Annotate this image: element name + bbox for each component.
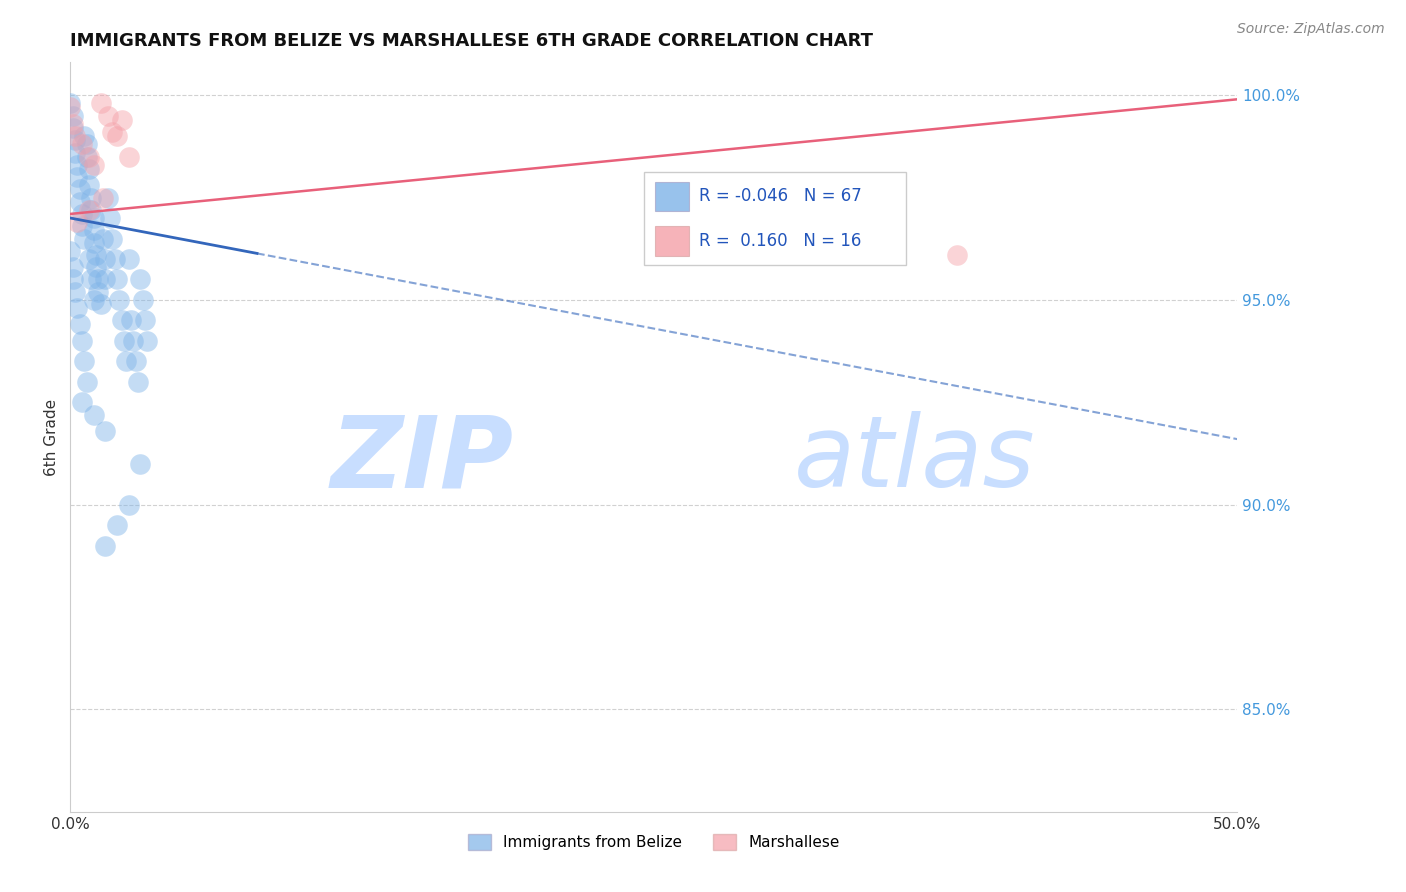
- Point: [111, 112, 134, 127]
- Point: [80, 272, 103, 286]
- Point: [62, 272, 84, 286]
- Point: [98, 211, 121, 225]
- Point: [59, 100, 82, 114]
- Text: R = -0.046   N = 67: R = -0.046 N = 67: [699, 187, 862, 205]
- Point: [112, 334, 135, 348]
- Point: [77, 252, 100, 266]
- Point: [101, 231, 124, 245]
- Point: [63, 133, 86, 147]
- Point: [69, 194, 91, 209]
- Point: [59, 96, 82, 111]
- Point: [83, 408, 105, 422]
- Point: [134, 313, 156, 327]
- Point: [90, 297, 112, 311]
- Point: [77, 161, 100, 176]
- Point: [70, 395, 93, 409]
- Point: [62, 260, 84, 275]
- Point: [80, 190, 103, 204]
- Point: [83, 158, 105, 172]
- Point: [70, 207, 93, 221]
- Point: [111, 313, 134, 327]
- FancyBboxPatch shape: [644, 172, 905, 265]
- Point: [120, 313, 142, 327]
- Point: [77, 150, 100, 164]
- Point: [105, 129, 128, 144]
- Point: [84, 260, 107, 275]
- Point: [69, 182, 91, 196]
- Text: R =  0.160   N = 16: R = 0.160 N = 16: [699, 232, 862, 250]
- FancyBboxPatch shape: [655, 226, 689, 256]
- Point: [136, 334, 159, 348]
- Point: [80, 202, 103, 217]
- Point: [66, 301, 89, 315]
- Point: [94, 424, 117, 438]
- Point: [63, 129, 86, 144]
- Point: [62, 120, 84, 135]
- Point: [59, 244, 82, 258]
- Point: [87, 285, 110, 299]
- Point: [76, 150, 98, 164]
- Point: [105, 518, 128, 533]
- Point: [77, 178, 100, 193]
- Point: [83, 235, 105, 250]
- Point: [91, 190, 114, 204]
- Point: [97, 190, 120, 204]
- Point: [76, 375, 98, 389]
- Point: [105, 272, 128, 286]
- Point: [129, 457, 152, 471]
- Text: ZIP: ZIP: [330, 411, 513, 508]
- Point: [104, 252, 127, 266]
- Point: [94, 539, 117, 553]
- Point: [66, 158, 89, 172]
- Point: [84, 248, 107, 262]
- Point: [66, 215, 89, 229]
- Point: [94, 252, 117, 266]
- Y-axis label: 6th Grade: 6th Grade: [44, 399, 59, 475]
- Text: IMMIGRANTS FROM BELIZE VS MARSHALLESE 6TH GRADE CORRELATION CHART: IMMIGRANTS FROM BELIZE VS MARSHALLESE 6T…: [70, 32, 873, 50]
- Point: [63, 285, 86, 299]
- Point: [83, 223, 105, 237]
- Point: [91, 231, 114, 245]
- Point: [115, 354, 138, 368]
- Point: [101, 125, 124, 139]
- Point: [87, 272, 110, 286]
- Point: [70, 334, 93, 348]
- Point: [66, 170, 89, 185]
- Point: [90, 96, 112, 111]
- Point: [97, 109, 120, 123]
- Point: [83, 293, 105, 307]
- Point: [124, 354, 146, 368]
- Point: [70, 219, 93, 234]
- Point: [62, 117, 84, 131]
- Point: [118, 150, 141, 164]
- Point: [122, 334, 145, 348]
- FancyBboxPatch shape: [655, 182, 689, 211]
- Point: [118, 252, 141, 266]
- Text: atlas: atlas: [794, 411, 1035, 508]
- Point: [73, 354, 96, 368]
- Point: [94, 272, 117, 286]
- Text: Source: ZipAtlas.com: Source: ZipAtlas.com: [1237, 22, 1385, 37]
- Point: [69, 318, 91, 332]
- Point: [73, 231, 96, 245]
- Point: [62, 109, 84, 123]
- Point: [77, 202, 100, 217]
- Point: [73, 129, 96, 144]
- Point: [131, 293, 153, 307]
- Point: [76, 137, 98, 152]
- Point: [129, 272, 152, 286]
- Point: [946, 248, 969, 262]
- Point: [127, 375, 149, 389]
- Point: [63, 145, 86, 160]
- Point: [83, 211, 105, 225]
- Point: [70, 137, 93, 152]
- Point: [108, 293, 131, 307]
- Point: [118, 498, 141, 512]
- Legend: Immigrants from Belize, Marshallese: Immigrants from Belize, Marshallese: [463, 829, 845, 856]
